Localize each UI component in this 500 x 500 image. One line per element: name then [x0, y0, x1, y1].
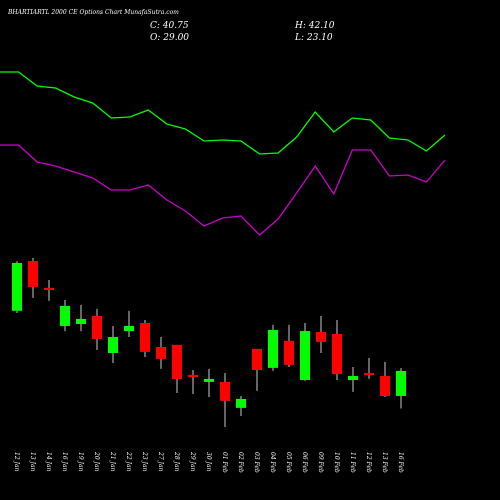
ohlc-label: C: 40.75: [150, 21, 189, 31]
ohlc-label: H: 42.10: [294, 21, 335, 31]
candle-body: [300, 331, 310, 380]
x-tick-label: 12 Feb: [365, 452, 372, 473]
ohlc-label: L: 23.10: [294, 33, 333, 43]
x-tick-label: 14 Jan: [45, 452, 52, 472]
x-tick-label: 19 Jan: [77, 452, 84, 472]
candle-body: [236, 398, 246, 408]
candle-body: [172, 344, 182, 379]
x-tick-label: 03 Feb: [253, 452, 260, 473]
candle-body: [364, 372, 374, 375]
candle-body: [140, 322, 150, 352]
x-tick-label: 30 Jan: [205, 452, 212, 472]
ohlc-label: O: 29.00: [150, 33, 189, 43]
x-tick-label: 12 Jan: [13, 452, 20, 472]
x-tick-label: 28 Jan: [173, 451, 180, 472]
candle-body: [76, 318, 86, 325]
candle-body: [380, 375, 390, 396]
x-tick-label: 16 Jan: [61, 452, 68, 472]
x-tick-label: 20 Jan: [93, 451, 100, 472]
candle-body: [332, 334, 342, 375]
candle-body: [252, 348, 262, 370]
candle-body: [316, 331, 326, 342]
candle-body: [204, 378, 214, 382]
x-tick-label: 23 Jan: [141, 451, 148, 472]
candle-body: [188, 374, 198, 378]
candle-body: [284, 340, 294, 365]
x-tick-label: 11 Feb: [349, 452, 356, 473]
chart-title: BHARTIARTL 2000 CE Options Chart MunafaS…: [7, 9, 179, 16]
x-tick-label: 06 Feb: [301, 452, 308, 473]
x-tick-label: 16 Feb: [397, 452, 404, 473]
x-tick-label: 05 Feb: [285, 452, 292, 473]
x-tick-label: 27 Jan: [157, 451, 164, 472]
candle-body: [28, 261, 38, 288]
indicator-line: [0, 71, 446, 155]
x-tick-label: 29 Jan: [189, 451, 196, 472]
x-tick-label: 22 Jan: [125, 451, 132, 472]
indicator-line: [0, 144, 446, 236]
candle-body: [348, 375, 358, 380]
x-tick-label: 10 Feb: [333, 452, 340, 473]
candle-body: [108, 337, 118, 353]
candle-body: [220, 381, 230, 401]
candle-body: [268, 330, 278, 368]
candle-body: [60, 305, 70, 326]
candle-body: [396, 370, 406, 396]
candle-body: [124, 325, 134, 332]
x-tick-label: 09 Feb: [317, 452, 324, 473]
x-tick-label: 13 Feb: [381, 452, 388, 473]
x-tick-label: 02 Feb: [237, 452, 244, 473]
x-tick-label: 21 Jan: [109, 451, 116, 472]
candle-body: [156, 347, 166, 359]
candle-body: [12, 262, 22, 311]
candle-body: [44, 287, 54, 290]
x-tick-label: 01 Feb: [221, 452, 228, 473]
x-tick-label: 04 Feb: [269, 452, 276, 473]
x-tick-label: 13 Jan: [29, 452, 36, 472]
candle-body: [92, 315, 102, 339]
